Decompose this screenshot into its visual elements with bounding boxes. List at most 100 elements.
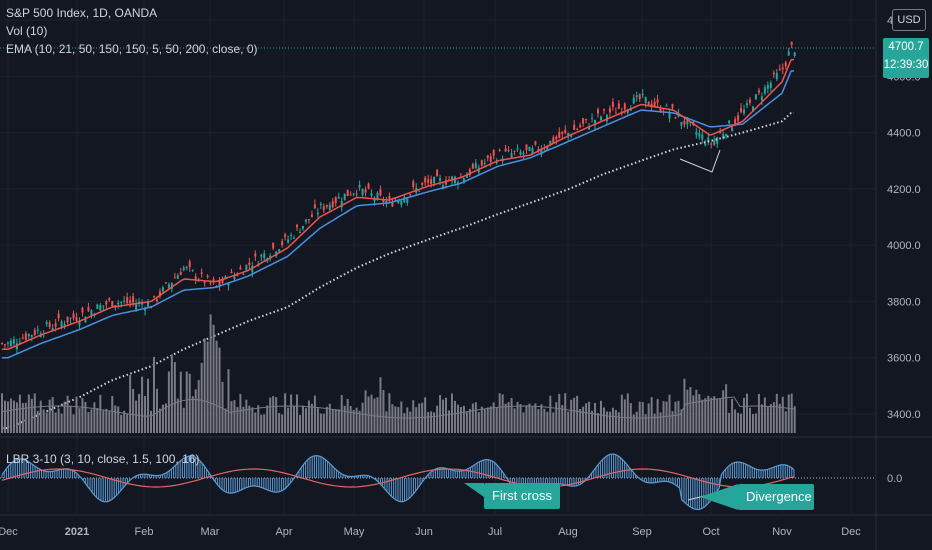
candle-body: [436, 170, 439, 177]
candle-body: [722, 134, 725, 139]
volume-bar: [141, 376, 144, 433]
candle-body: [695, 131, 698, 135]
candle-body: [361, 189, 364, 196]
volume-bar: [24, 402, 27, 433]
legend-ema[interactable]: EMA (10, 21, 50, 150, 150, 5, 50, 200, c…: [6, 42, 258, 56]
volume-bar: [376, 397, 379, 433]
volume-bar: [513, 408, 516, 433]
candle-body: [236, 275, 239, 277]
candle-body: [203, 281, 206, 283]
volume-bar: [668, 394, 671, 433]
volume-bar: [349, 405, 352, 433]
candle-body: [170, 282, 173, 289]
volume-bar: [418, 403, 421, 433]
candle-body: [486, 155, 489, 158]
volume-bar: [6, 401, 9, 433]
candle-body: [579, 125, 582, 128]
volume-bar: [176, 398, 179, 433]
volume-bar: [665, 401, 668, 433]
candle-body: [194, 276, 197, 280]
candle-body: [313, 204, 316, 209]
candle-body: [781, 67, 784, 70]
volume-bar: [257, 405, 260, 433]
volume-bar: [769, 404, 772, 433]
candle-body: [743, 109, 746, 114]
first-cross-annotation[interactable]: First cross: [484, 483, 560, 509]
volume-bar: [412, 400, 415, 433]
candle-body: [597, 109, 599, 114]
volume-bar: [540, 404, 543, 433]
candle-body: [36, 329, 39, 331]
last-price-value: 4700.7: [888, 41, 924, 53]
candle-body: [686, 119, 689, 125]
price-axis-label: 4400.0: [887, 128, 921, 140]
volume-bar: [319, 413, 322, 433]
candle-body: [719, 130, 722, 134]
divergence-annotation[interactable]: Divergence: [738, 484, 814, 510]
volume-bar: [579, 408, 582, 433]
oscillator-axis-label: 0.0: [887, 473, 902, 485]
candle-body: [161, 287, 164, 292]
candle-body: [30, 334, 33, 337]
volume-bar: [453, 400, 456, 433]
volume-bar: [722, 390, 725, 433]
currency-button[interactable]: USD: [892, 9, 926, 31]
volume-bar: [394, 406, 397, 433]
volume-bar: [734, 409, 737, 433]
candle-body: [731, 127, 734, 132]
volume-bar: [725, 384, 728, 433]
candle-body: [218, 280, 221, 287]
candle-body: [90, 310, 93, 317]
candle-body: [585, 118, 588, 121]
volume-bar: [236, 407, 239, 433]
candle-body: [653, 101, 656, 107]
legend-symbol[interactable]: S&P 500 Index, 1D, OANDA: [6, 6, 158, 20]
volume-bar: [3, 400, 6, 433]
volume-bar: [203, 338, 206, 433]
candle-body: [78, 320, 81, 326]
volume-bar: [108, 411, 111, 433]
candle-body: [778, 69, 781, 71]
legend-volume[interactable]: Vol (10): [6, 24, 48, 38]
volume-bar: [519, 404, 522, 433]
candle-body: [623, 103, 626, 110]
volume-bar: [731, 398, 734, 433]
volume-bar: [516, 401, 519, 433]
volume-bar: [254, 412, 257, 433]
volume-bar: [474, 402, 477, 433]
volume-bar: [272, 396, 275, 433]
candle-body: [284, 234, 287, 237]
candle-body: [769, 82, 772, 88]
candle-body: [188, 261, 191, 268]
volume-bar: [427, 411, 430, 433]
volume-bar: [322, 413, 325, 433]
volume-bar: [334, 409, 337, 433]
candle-body: [421, 182, 424, 185]
candle-body: [424, 177, 427, 183]
price-axis-label: 4200.0: [887, 184, 921, 196]
candle-body: [105, 301, 108, 305]
candle-body: [281, 241, 284, 246]
volume-bar: [316, 408, 319, 433]
candle-body: [239, 267, 242, 270]
candle-body: [260, 255, 263, 257]
candle-body: [737, 115, 740, 121]
candle-body: [242, 273, 245, 275]
candle-body: [316, 212, 319, 215]
candle-body: [665, 105, 668, 107]
volume-bar: [132, 388, 135, 433]
volume-bar: [784, 411, 787, 433]
volume-bar: [69, 405, 72, 433]
volume-bar: [266, 405, 269, 433]
candle-body: [406, 198, 409, 203]
volume-bar: [531, 406, 534, 433]
volume-bar: [465, 412, 468, 433]
volume-bar: [87, 412, 90, 433]
volume-bar: [212, 324, 215, 433]
candle-body: [254, 253, 257, 257]
volume-bar: [66, 395, 69, 433]
legend-lbr[interactable]: LBR 3-10 (3, 10, close, 1.5, 100, 16): [6, 452, 200, 466]
volume-bar: [290, 394, 293, 433]
